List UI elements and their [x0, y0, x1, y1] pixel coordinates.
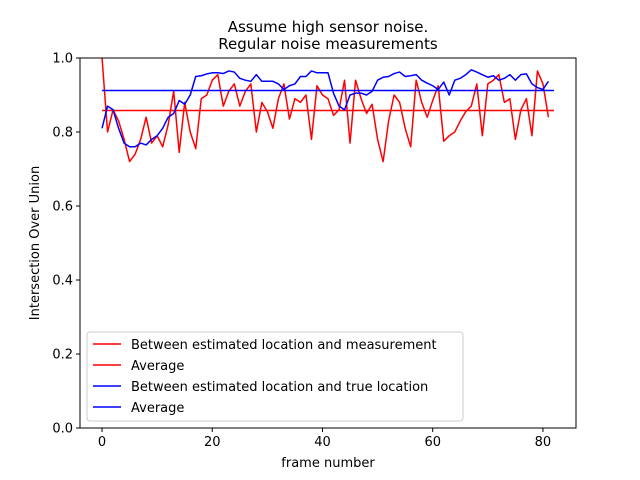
legend-label-1: Average — [131, 359, 184, 374]
y-tick-label: 0.6 — [52, 200, 73, 215]
legend: Between estimated location and measureme… — [86, 331, 464, 422]
chart-subtitle: Regular noise measurements — [218, 35, 438, 53]
x-axis: 0 20 40 60 80 — [98, 428, 551, 450]
y-axis: 0.0 0.2 0.4 0.6 0.8 1.0 — [52, 52, 80, 437]
legend-box — [86, 331, 464, 422]
legend-label-0: Between estimated location and measureme… — [131, 338, 437, 353]
series-line-0 — [101, 57, 550, 163]
plot-area — [101, 57, 554, 163]
legend-label-3: Average — [131, 401, 184, 416]
legend-label-2: Between estimated location and true loca… — [131, 380, 428, 395]
x-tick-label: 40 — [314, 435, 331, 450]
y-axis-label: Intersection Over Union — [28, 166, 43, 320]
series-line-2 — [101, 69, 550, 148]
y-tick-label: 0.4 — [52, 274, 73, 289]
x-tick-label: 80 — [535, 435, 552, 450]
x-axis-label: frame number — [281, 456, 375, 471]
y-tick-label: 0.8 — [52, 126, 73, 141]
chart-title: Assume high sensor noise. — [228, 18, 429, 36]
y-tick-label: 0.0 — [52, 422, 73, 437]
x-tick-label: 60 — [424, 435, 441, 450]
x-tick-label: 0 — [98, 435, 106, 450]
plot-frame — [79, 57, 577, 429]
x-tick-label: 20 — [204, 435, 221, 450]
y-tick-label: 0.2 — [52, 348, 73, 363]
y-tick-label: 1.0 — [52, 52, 73, 67]
